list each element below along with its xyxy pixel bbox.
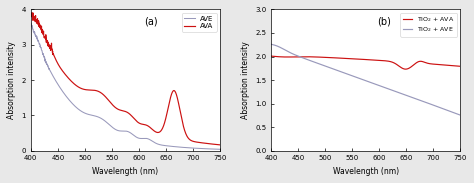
AVA bbox=[105, 98, 110, 100]
AVE bbox=[175, 146, 181, 148]
Legend: TiO$_2$ + AVA, TiO$_2$ + AVE: TiO$_2$ + AVA, TiO$_2$ + AVE bbox=[401, 13, 457, 37]
TiO$_2$ + AVA bbox=[268, 55, 274, 57]
AVA bbox=[179, 119, 185, 121]
AVE bbox=[111, 128, 117, 130]
AVE bbox=[28, 22, 34, 24]
TiO$_2$ + AVE bbox=[268, 43, 274, 45]
AVA bbox=[158, 130, 164, 132]
AVE bbox=[47, 70, 53, 72]
TiO$_2$ + AVA bbox=[416, 60, 422, 63]
AVA bbox=[28, 16, 34, 18]
TiO$_2$ + AVA bbox=[288, 56, 293, 58]
AVA bbox=[47, 45, 53, 47]
Y-axis label: Absorption intensity: Absorption intensity bbox=[241, 41, 250, 119]
Line: AVE: AVE bbox=[31, 23, 220, 149]
AVA bbox=[29, 12, 35, 14]
TiO$_2$ + AVE bbox=[398, 92, 404, 94]
AVA bbox=[111, 106, 117, 108]
TiO$_2$ + AVA bbox=[403, 68, 409, 70]
Line: TiO$_2$ + AVE: TiO$_2$ + AVE bbox=[271, 44, 460, 115]
TiO$_2$ + AVE bbox=[288, 52, 293, 54]
TiO$_2$ + AVA bbox=[457, 65, 463, 67]
TiO$_2$ + AVA bbox=[345, 57, 351, 60]
TiO$_2$ + AVE bbox=[416, 99, 421, 101]
AVE bbox=[158, 144, 164, 146]
Line: TiO$_2$ + AVA: TiO$_2$ + AVA bbox=[271, 56, 460, 69]
TiO$_2$ + AVE bbox=[352, 76, 357, 78]
AVE bbox=[104, 122, 110, 124]
Line: AVA: AVA bbox=[31, 13, 220, 145]
AVE bbox=[217, 148, 223, 150]
TiO$_2$ + AVE bbox=[419, 100, 425, 102]
TiO$_2$ + AVE bbox=[457, 114, 463, 116]
TiO$_2$ + AVE bbox=[345, 73, 351, 75]
Legend: AVE, AVA: AVE, AVA bbox=[182, 13, 217, 32]
AVA bbox=[217, 144, 223, 146]
TiO$_2$ + AVA bbox=[419, 60, 425, 63]
X-axis label: Wavelength (nm): Wavelength (nm) bbox=[92, 167, 158, 176]
AVE bbox=[179, 146, 184, 148]
TiO$_2$ + AVA bbox=[398, 66, 404, 69]
Text: (b): (b) bbox=[377, 16, 391, 27]
AVA bbox=[176, 102, 182, 104]
Text: (a): (a) bbox=[145, 16, 158, 27]
TiO$_2$ + AVA bbox=[352, 58, 357, 60]
Y-axis label: Absorption intensity: Absorption intensity bbox=[7, 41, 16, 119]
X-axis label: Wavelength (nm): Wavelength (nm) bbox=[333, 167, 399, 176]
